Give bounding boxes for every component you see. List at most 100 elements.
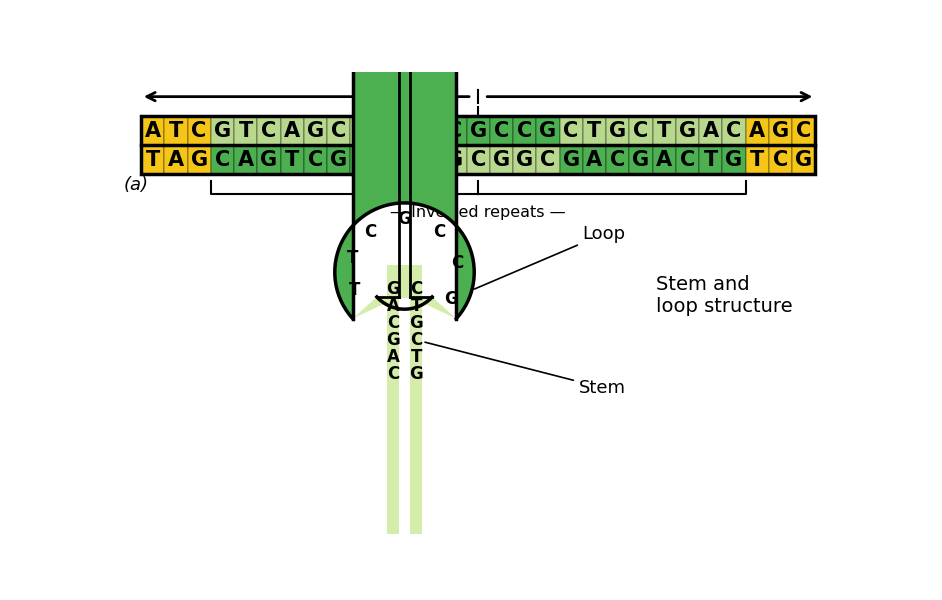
Bar [629, 116, 653, 145]
Text: G: G [398, 210, 412, 228]
Text: G: G [330, 150, 348, 170]
Bar [187, 116, 211, 145]
Polygon shape [410, 297, 456, 319]
Bar [350, 116, 373, 145]
Bar [629, 145, 653, 175]
Bar [373, 145, 397, 175]
Bar [745, 145, 769, 175]
Text: G: G [190, 150, 207, 170]
Bar [769, 116, 792, 145]
Bar [211, 116, 234, 145]
Bar [792, 145, 815, 175]
Text: C: C [563, 121, 578, 140]
Text: G: G [469, 121, 487, 140]
Text: A: A [749, 121, 765, 140]
Text: A: A [354, 121, 370, 140]
Text: T: T [169, 121, 183, 140]
Bar [164, 145, 187, 175]
Text: G: G [725, 150, 742, 170]
Bar [399, 298, 410, 534]
Bar [211, 145, 234, 175]
Text: G: G [386, 331, 399, 349]
Polygon shape [352, 297, 399, 319]
Bar [234, 145, 257, 175]
Bar [699, 145, 723, 175]
Text: C: C [772, 150, 788, 170]
Bar [560, 116, 583, 145]
Bar [583, 145, 606, 175]
Bar [769, 145, 792, 175]
Text: T: T [657, 121, 672, 140]
Text: T: T [145, 150, 160, 170]
Bar [141, 116, 164, 145]
Text: G: G [409, 365, 423, 383]
Bar [466, 116, 490, 145]
Text: G: G [444, 290, 458, 308]
Text: A: A [424, 150, 440, 170]
Bar [490, 116, 513, 145]
Bar [420, 116, 444, 145]
Bar [675, 145, 699, 175]
Text: C: C [494, 121, 509, 140]
Text: T: T [411, 297, 422, 315]
Bar [281, 145, 303, 175]
Text: A: A [703, 121, 719, 140]
Polygon shape [334, 72, 474, 319]
Bar [444, 116, 466, 145]
Text: G: G [377, 121, 394, 140]
Bar [583, 116, 606, 145]
Text: C: C [541, 150, 556, 170]
Bar [187, 145, 211, 175]
Bar [141, 116, 815, 175]
Text: T: T [587, 121, 602, 140]
Text: G: G [447, 150, 463, 170]
Text: C: C [726, 121, 741, 140]
Text: C: C [261, 121, 277, 140]
Text: A: A [386, 348, 399, 366]
Text: G: G [386, 280, 399, 298]
Bar [606, 116, 629, 145]
Text: G: G [540, 121, 557, 140]
Text: T: T [401, 121, 415, 140]
Text: A: A [586, 150, 603, 170]
Text: G: G [493, 150, 510, 170]
Text: T: T [285, 150, 300, 170]
Text: T: T [704, 150, 718, 170]
Bar [327, 145, 350, 175]
Text: C: C [378, 150, 393, 170]
Bar [560, 145, 583, 175]
Bar [350, 145, 373, 175]
Text: C: C [432, 223, 445, 241]
Bar [606, 145, 629, 175]
Bar [490, 145, 513, 175]
Text: G: G [771, 121, 789, 140]
Bar [281, 116, 303, 145]
Text: G: G [679, 121, 696, 140]
Bar [257, 145, 281, 175]
Text: A: A [168, 150, 184, 170]
Text: Loop: Loop [475, 224, 625, 289]
Text: A: A [284, 121, 300, 140]
Bar [466, 145, 490, 175]
Bar [327, 116, 350, 145]
Text: T: T [348, 250, 359, 268]
Circle shape [367, 235, 442, 309]
Text: T: T [750, 150, 764, 170]
Text: G: G [632, 150, 649, 170]
Bar [234, 116, 257, 145]
Text: T: T [411, 348, 422, 366]
Bar [444, 145, 466, 175]
Text: Stem: Stem [425, 342, 625, 397]
Text: G: G [307, 121, 324, 140]
Text: T: T [238, 121, 252, 140]
Bar [723, 145, 745, 175]
Text: A: A [386, 297, 399, 315]
Text: A: A [237, 150, 253, 170]
Text: (a): (a) [124, 176, 149, 194]
Bar [303, 145, 327, 175]
Bar [723, 116, 745, 145]
Text: G: G [260, 150, 278, 170]
Text: G: G [516, 150, 533, 170]
Bar [397, 116, 420, 145]
Text: T: T [355, 150, 369, 170]
